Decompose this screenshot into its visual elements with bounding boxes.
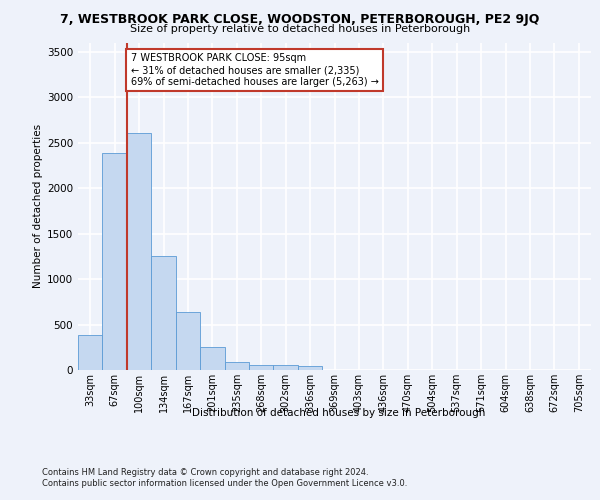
Text: 7, WESTBROOK PARK CLOSE, WOODSTON, PETERBOROUGH, PE2 9JQ: 7, WESTBROOK PARK CLOSE, WOODSTON, PETER… (61, 12, 539, 26)
Bar (274, 365, 298, 370)
Bar (103, 152, 127, 370)
Text: Size of property relative to detached houses in Peterborough: Size of property relative to detached ho… (130, 24, 470, 34)
Bar (78, 336, 103, 370)
Bar (298, 366, 322, 370)
Text: Distribution of detached houses by size in Peterborough: Distribution of detached houses by size … (193, 408, 485, 418)
Text: Contains HM Land Registry data © Crown copyright and database right 2024.
Contai: Contains HM Land Registry data © Crown c… (42, 468, 407, 487)
Bar (200, 347, 224, 370)
Bar (176, 312, 200, 370)
Bar (151, 256, 176, 370)
Text: 7 WESTBROOK PARK CLOSE: 95sqm
← 31% of detached houses are smaller (2,335)
69% o: 7 WESTBROOK PARK CLOSE: 95sqm ← 31% of d… (131, 54, 379, 86)
Bar (249, 365, 274, 370)
Y-axis label: Number of detached properties: Number of detached properties (33, 124, 43, 288)
Bar (224, 362, 249, 370)
Bar (127, 134, 151, 370)
